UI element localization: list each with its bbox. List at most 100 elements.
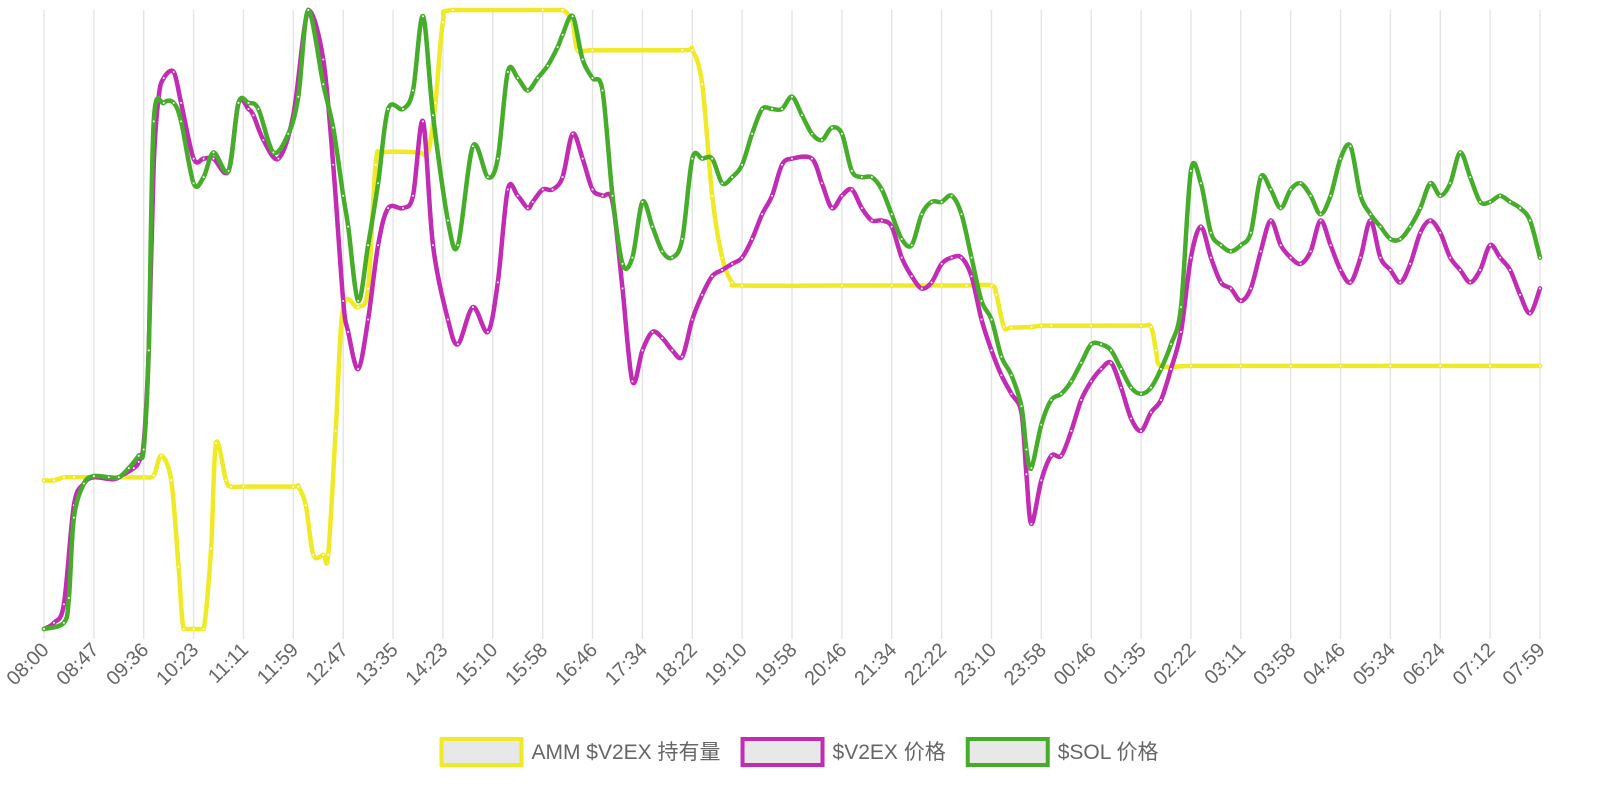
data-point <box>303 503 308 508</box>
data-point <box>739 255 745 260</box>
data-point <box>1517 205 1523 211</box>
x-tick-label: 04:46 <box>1299 639 1350 690</box>
data-point <box>356 304 361 310</box>
data-point <box>759 106 765 112</box>
data-point <box>1358 193 1363 198</box>
data-point <box>1438 230 1443 235</box>
x-tick-label: 15:10 <box>451 639 502 690</box>
data-point <box>939 283 944 288</box>
data-point <box>1148 324 1154 330</box>
data-point <box>899 255 904 260</box>
data-point <box>889 283 894 288</box>
legend-item-0[interactable]: AMM $V2EX 持有量 <box>439 737 721 767</box>
data-point <box>191 181 196 186</box>
data-point <box>1108 348 1114 353</box>
data-point <box>326 552 331 557</box>
data-point <box>700 292 705 297</box>
data-point <box>410 88 416 93</box>
x-tick-label: 10:23 <box>152 639 203 690</box>
data-point <box>1238 363 1244 369</box>
data-point <box>1338 267 1343 273</box>
series-line-1 <box>41 7 1543 632</box>
data-point <box>1208 255 1214 260</box>
data-point <box>385 106 391 112</box>
data-point <box>1238 242 1244 248</box>
legend-item-1[interactable]: $V2EX 价格 <box>740 737 946 767</box>
x-tick-label: 03:11 <box>1200 639 1250 689</box>
data-point <box>1001 324 1007 330</box>
data-point <box>809 156 815 161</box>
data-point <box>1024 447 1029 452</box>
x-tick-label: 01:35 <box>1100 639 1151 690</box>
data-point <box>540 7 545 13</box>
data-point <box>296 484 301 489</box>
data-point <box>1447 181 1453 186</box>
data-point <box>1138 323 1144 328</box>
x-tick-label: 08:00 <box>3 639 54 690</box>
data-point <box>341 193 346 198</box>
data-point <box>999 373 1004 378</box>
data-point <box>1158 366 1164 372</box>
data-point <box>470 143 476 149</box>
data-point <box>879 187 885 192</box>
data-point <box>680 48 685 53</box>
legend: AMM $V2EX 持有量 $V2EX 价格 $SOL 价格 <box>439 737 1159 767</box>
data-point <box>1128 385 1134 390</box>
data-point <box>228 484 234 489</box>
data-point <box>600 193 605 198</box>
data-point <box>291 484 296 489</box>
data-point <box>246 100 251 106</box>
data-point <box>1438 193 1443 198</box>
data-point <box>979 298 984 304</box>
data-point <box>879 218 885 223</box>
data-point <box>1218 242 1224 248</box>
data-point <box>171 69 176 75</box>
data-point <box>1408 224 1413 229</box>
data-point <box>989 317 994 322</box>
data-point <box>1497 255 1503 260</box>
data-point <box>81 481 87 486</box>
data-point <box>590 48 595 53</box>
data-point <box>650 329 655 335</box>
data-point <box>251 112 256 118</box>
data-point <box>430 112 436 118</box>
data-point <box>485 174 490 180</box>
data-point <box>1338 363 1343 369</box>
data-point <box>1138 391 1144 396</box>
data-point <box>1118 385 1124 390</box>
data-point <box>570 131 575 136</box>
data-point <box>286 131 291 136</box>
data-point <box>321 82 326 87</box>
data-point <box>989 348 994 353</box>
data-point <box>1368 218 1373 223</box>
data-point <box>1477 199 1483 205</box>
legend-item-2[interactable]: $SOL 价格 <box>965 737 1159 767</box>
data-point <box>1388 236 1393 242</box>
data-point <box>1158 397 1164 403</box>
vertical-gridlines <box>43 10 1541 639</box>
data-point <box>1487 242 1493 248</box>
data-point <box>161 75 166 81</box>
data-point <box>919 212 924 217</box>
data-point <box>650 224 655 229</box>
data-point <box>236 100 241 106</box>
data-point <box>1288 363 1293 369</box>
data-point <box>690 48 695 53</box>
data-point <box>1398 280 1403 285</box>
data-point <box>1049 397 1054 403</box>
data-point <box>710 274 715 279</box>
data-point <box>1308 193 1313 198</box>
data-point <box>1138 428 1144 434</box>
data-point <box>1527 218 1533 223</box>
data-point <box>964 283 969 288</box>
data-point <box>136 453 141 458</box>
x-tick-label: 19:10 <box>701 639 752 690</box>
data-point <box>1039 422 1044 427</box>
data-point <box>1298 261 1303 266</box>
data-point <box>620 261 625 266</box>
data-point <box>375 181 381 186</box>
data-point <box>1128 416 1134 421</box>
data-point <box>470 304 476 310</box>
data-point <box>680 236 685 242</box>
